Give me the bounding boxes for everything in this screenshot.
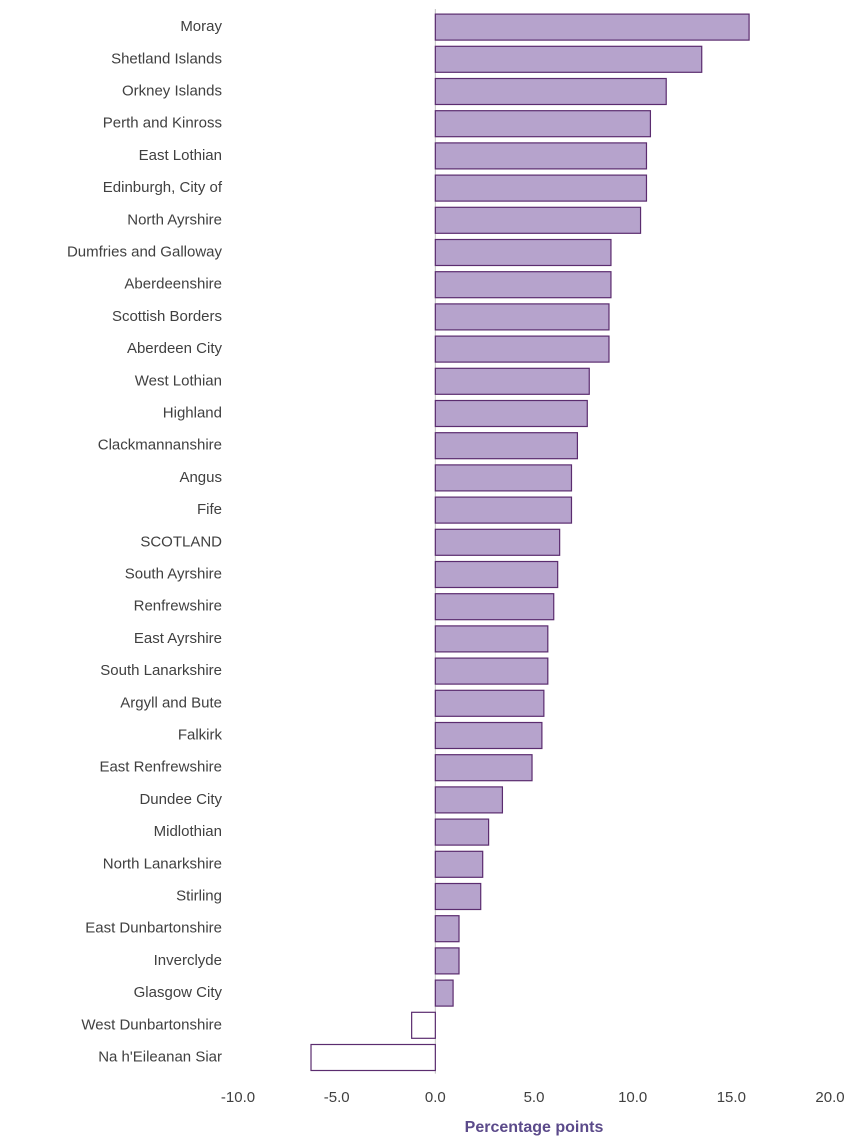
bar	[434, 560, 559, 589]
bar	[434, 367, 590, 395]
bar	[434, 850, 484, 878]
bar	[434, 818, 490, 846]
y-tick-label: South Ayrshire	[125, 565, 222, 582]
bar	[434, 335, 610, 363]
bar	[434, 432, 579, 460]
bar	[434, 271, 612, 299]
x-tick-label: 20.0	[815, 1089, 844, 1106]
y-tick-label: Edinburgh, City of	[103, 179, 223, 196]
bar	[310, 1043, 436, 1072]
y-tick-label: Falkirk	[178, 726, 223, 743]
y-tick-label: Orkney Islands	[122, 82, 222, 99]
y-tick-label: Aberdeen City	[127, 340, 223, 357]
y-tick-label: East Lothian	[139, 147, 222, 164]
bar	[434, 915, 460, 943]
x-tick-label: 0.0	[425, 1089, 446, 1106]
y-tick-label: West Dunbartonshire	[81, 1016, 222, 1033]
bar	[434, 786, 504, 814]
y-tick-label: Argyll and Bute	[120, 694, 222, 711]
y-tick-label: Shetland Islands	[111, 50, 222, 67]
y-tick-label: North Ayrshire	[127, 211, 222, 228]
y-tick-label: Inverclyde	[154, 952, 222, 969]
y-tick-label: Highland	[163, 404, 222, 421]
y-tick-label: Fife	[197, 501, 222, 518]
bar	[434, 399, 588, 428]
y-tick-label: East Renfrewshire	[99, 759, 222, 776]
bar	[434, 882, 482, 911]
bar	[434, 657, 549, 685]
y-tick-label: Moray	[180, 18, 222, 35]
x-axis-label: Percentage points	[465, 1119, 604, 1136]
bar	[434, 45, 703, 73]
bar	[434, 496, 573, 524]
bar	[434, 625, 549, 653]
bar	[434, 110, 652, 138]
bar	[434, 689, 545, 717]
y-tick-label: Midlothian	[154, 823, 222, 840]
y-tick-label: SCOTLAND	[140, 533, 222, 550]
bar	[434, 979, 454, 1007]
y-tick-label: Aberdeenshire	[124, 276, 222, 293]
x-tick-label: -5.0	[324, 1089, 350, 1106]
y-tick-label: Glasgow City	[134, 984, 223, 1001]
bar	[434, 528, 561, 556]
y-tick-label: South Lanarkshire	[100, 662, 222, 679]
x-tick-label: 5.0	[524, 1089, 545, 1106]
bar	[434, 303, 610, 331]
bar	[434, 721, 543, 750]
bar	[434, 174, 648, 202]
bar	[411, 1011, 436, 1039]
bar	[434, 238, 612, 267]
bar	[434, 947, 460, 975]
y-tick-label: Scottish Borders	[112, 308, 222, 325]
y-tick-label: Dundee City	[139, 791, 222, 808]
y-tick-label: Na h'Eileanan Siar	[98, 1048, 222, 1065]
y-tick-label: East Ayrshire	[134, 630, 222, 647]
bar	[434, 464, 573, 492]
y-tick-label: Renfrewshire	[134, 598, 222, 615]
x-tick-label: 15.0	[717, 1089, 746, 1106]
y-tick-label: West Lothian	[135, 372, 222, 389]
y-tick-label: North Lanarkshire	[103, 855, 222, 872]
bar	[434, 13, 750, 41]
bar	[434, 593, 555, 621]
bar	[434, 206, 642, 234]
bar	[434, 142, 648, 170]
bar	[434, 754, 533, 782]
x-tick-label: -10.0	[221, 1089, 255, 1106]
y-tick-label: Perth and Kinross	[103, 115, 222, 132]
y-tick-label: East Dunbartonshire	[85, 920, 222, 937]
bar	[434, 77, 667, 106]
y-tick-label: Angus	[179, 469, 222, 486]
x-tick-label: 10.0	[618, 1089, 647, 1106]
y-tick-label: Stirling	[176, 887, 222, 904]
y-tick-label: Clackmannanshire	[98, 437, 222, 454]
y-tick-label: Dumfries and Galloway	[67, 243, 223, 260]
